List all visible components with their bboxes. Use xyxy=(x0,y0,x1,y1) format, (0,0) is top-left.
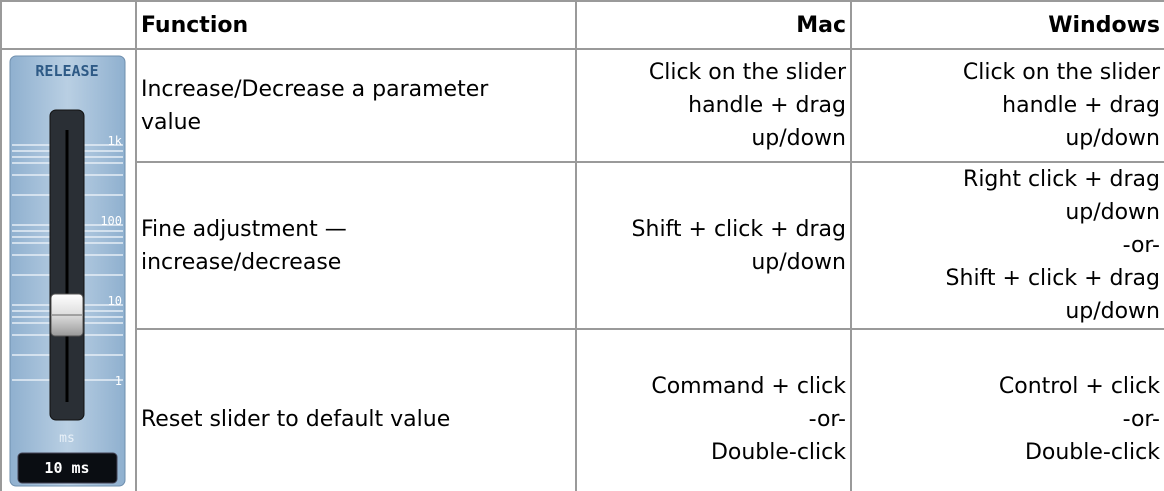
cell-line: -or- xyxy=(1122,406,1160,432)
windows-cell: Right click + drag up/down -or- Shift + cli… xyxy=(850,161,1164,330)
cell-line: handle + drag xyxy=(1002,93,1160,118)
scale-label: 10 xyxy=(108,294,122,308)
readout: 10 ms xyxy=(44,459,89,477)
cell-line: Fine adjustment — xyxy=(141,216,347,242)
function-cell: Reset slider to default value xyxy=(135,328,577,491)
cell-line: Increase/Decrease a parameter xyxy=(141,76,489,102)
corner-cell xyxy=(0,0,137,50)
scale-label: 1k xyxy=(108,134,123,148)
mac-cell: Click on the slider handle + drag up/down xyxy=(575,48,852,163)
mac-cell: Shift + click + drag up/down xyxy=(575,161,852,330)
header-cell: Mac xyxy=(575,0,852,50)
windows-cell: Control + click -or- Double-click xyxy=(850,328,1164,491)
cell-line: up/down xyxy=(751,249,846,275)
row: Fine adjustment — increase/decrease Shift … xyxy=(1,161,1164,330)
header-cell: Windows xyxy=(850,0,1164,50)
cell-line: up/down xyxy=(751,126,846,151)
cell-line: Command + click xyxy=(651,373,846,399)
row: Reset slider to default value Command + c… xyxy=(1,328,1164,491)
slider-image: RELEASE 1k 100 10 1 ms 10 ms xyxy=(9,55,126,487)
cell-line: -or- xyxy=(808,406,846,432)
mac-cell: Command + click -or- Double-click xyxy=(575,328,852,491)
cell-line: Click on the slider xyxy=(962,60,1160,85)
function-cell: Fine adjustment — increase/decrease xyxy=(135,161,577,330)
cell-line: up/down xyxy=(1065,126,1160,151)
cell-line: increase/decrease xyxy=(141,249,342,275)
cell-line: Right click + drag xyxy=(963,167,1160,192)
function-cell: Increase/Decrease a parameter value xyxy=(135,48,577,163)
cell-line: Control + click xyxy=(998,373,1160,399)
cell-line: value xyxy=(141,109,202,135)
cell-line: Double-click xyxy=(710,439,846,465)
header-row: Function Mac Windows xyxy=(0,0,1164,50)
scale-label: 100 xyxy=(100,214,122,228)
slider-label: RELEASE xyxy=(35,62,98,80)
cell-line: Click on the slider xyxy=(648,60,846,85)
cell-line: Shift + click + drag xyxy=(945,266,1160,291)
cell-line: Double-click xyxy=(1024,439,1160,465)
cell-line: up/down xyxy=(1065,200,1160,225)
unit-label: ms xyxy=(59,431,75,446)
row: RELEASE 1k 100 10 1 ms 10 ms Increase/De… xyxy=(0,48,1164,491)
cell-line: -or- xyxy=(1122,233,1160,258)
cell-line: Reset slider to default value xyxy=(141,406,451,432)
readout-box xyxy=(17,452,118,484)
cell-line: Shift + click + drag xyxy=(631,216,846,242)
cell-line: up/down xyxy=(1065,299,1160,324)
cell-line: handle + drag xyxy=(688,93,846,118)
slider-cell: RELEASE 1k 100 10 1 ms 10 ms xyxy=(0,48,137,491)
header-cell: Function xyxy=(135,0,577,50)
scale-label: 1 xyxy=(115,374,122,388)
windows-cell: Click on the slider handle + drag up/down xyxy=(850,48,1164,163)
